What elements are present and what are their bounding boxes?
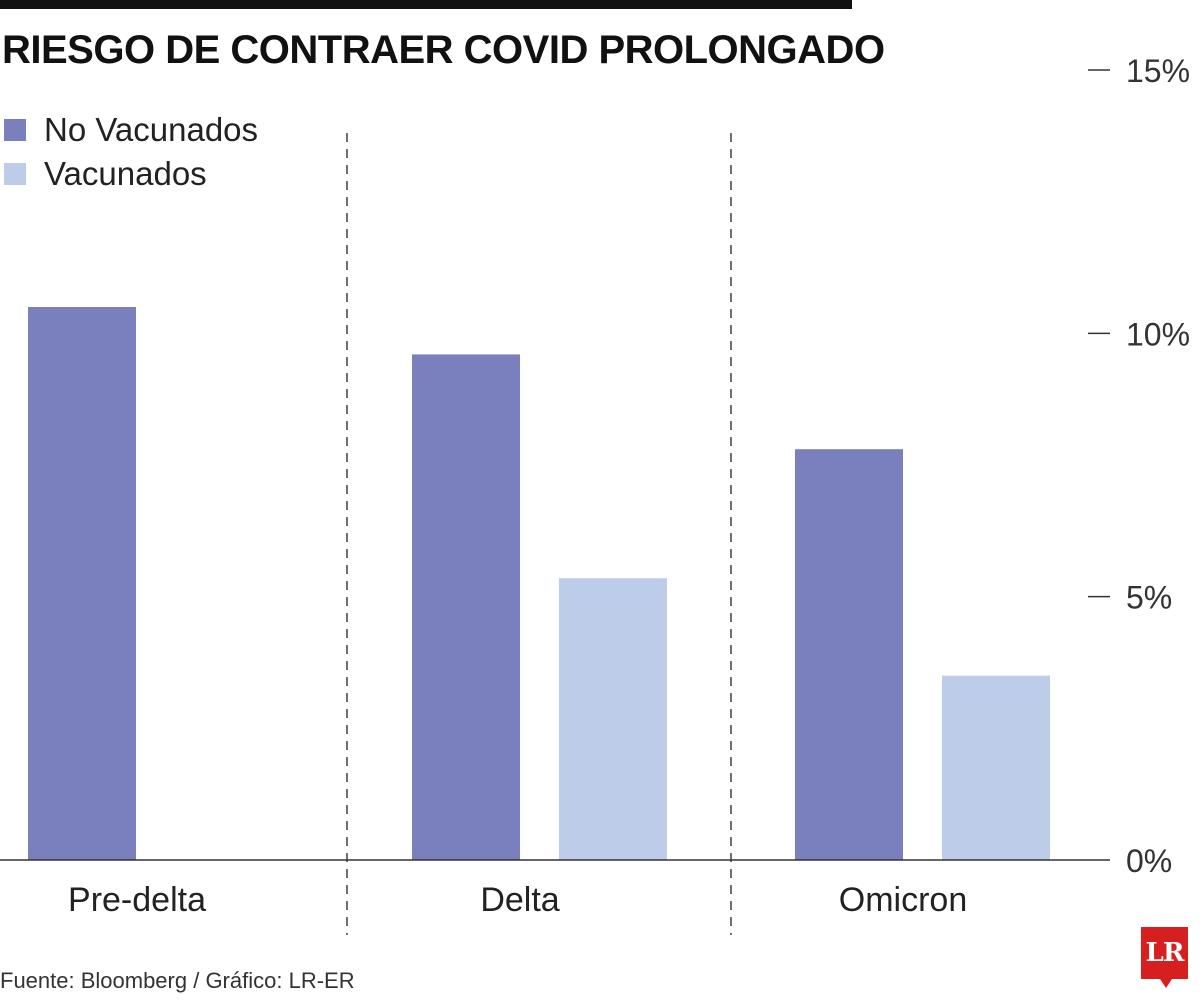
top-rule	[0, 0, 852, 9]
chart-title: RIESGO DE CONTRAER COVID PROLONGADO	[2, 28, 885, 72]
legend-item-vacunados: Vacunados	[4, 152, 258, 196]
y-tick-label-15: 15%	[1126, 53, 1190, 89]
bar-delta-vacunados	[559, 578, 667, 860]
legend: No Vacunados Vacunados	[4, 108, 258, 196]
legend-swatch-no-vacunados	[4, 119, 26, 141]
lr-logo-tail	[1160, 979, 1172, 988]
legend-swatch-vacunados	[4, 163, 26, 185]
bar-omicron-vacunados	[942, 675, 1050, 860]
x-tick-label-omicron: Omicron	[839, 881, 967, 919]
x-tick-label-delta: Delta	[480, 881, 559, 919]
legend-label-vacunados: Vacunados	[44, 155, 207, 192]
bar-delta-no-vacunados	[412, 354, 520, 860]
y-tick-label-5: 5%	[1126, 580, 1172, 616]
y-tick-label-10: 10%	[1126, 316, 1190, 352]
x-tick-label-pre-delta: Pre-delta	[68, 881, 206, 919]
legend-item-no-vacunados: No Vacunados	[4, 108, 258, 152]
y-tick-label-0: 0%	[1126, 843, 1172, 879]
bar-pre-delta-no-vacunados	[28, 307, 136, 860]
source-note: Fuente: Bloomberg / Gráfico: LR-ER	[0, 968, 355, 993]
bar-omicron-no-vacunados	[795, 449, 903, 860]
legend-label-no-vacunados: No Vacunados	[44, 111, 259, 148]
lr-logo: LR	[1141, 927, 1188, 979]
